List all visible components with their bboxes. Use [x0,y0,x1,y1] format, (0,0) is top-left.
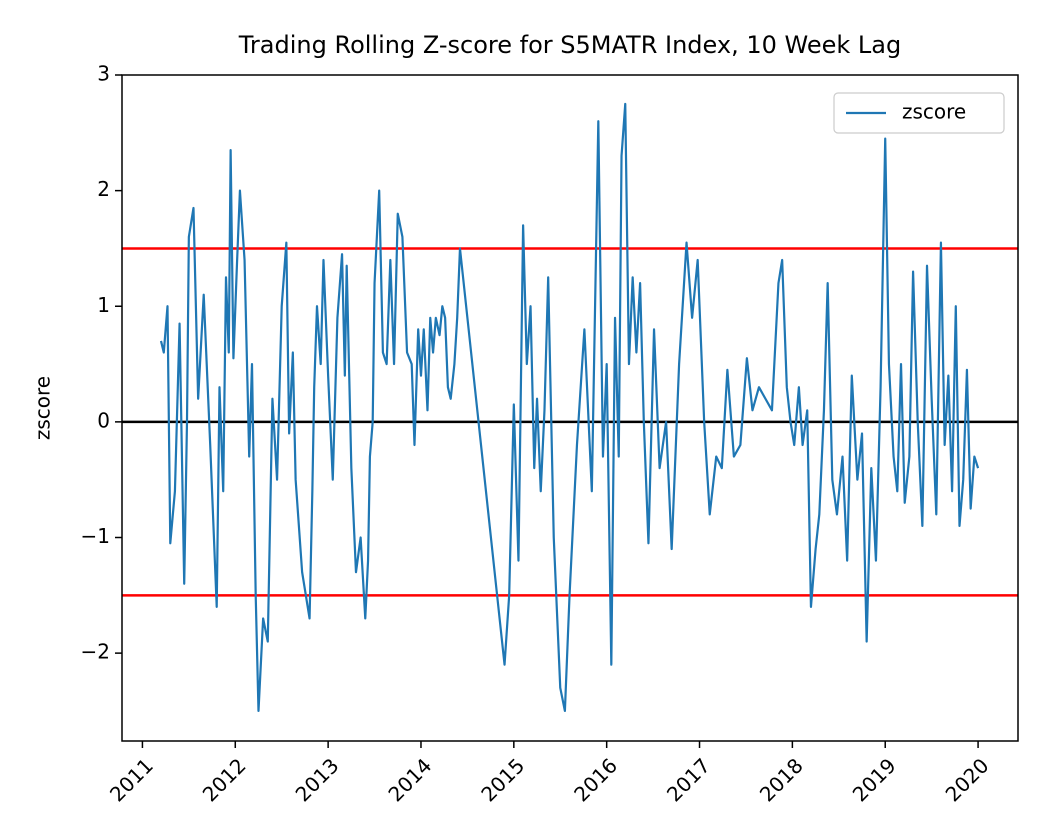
y-tick-label: 3 [97,62,110,86]
plot-frame [121,74,1019,742]
x-tick-label: 2015 [476,753,529,806]
x-tick-label: 2014 [383,753,436,806]
x-tick-label: 2018 [755,753,808,806]
y-tick-label: −2 [81,640,110,664]
x-tick-label: 2013 [291,753,344,806]
y-axis-label: zscore [31,376,55,440]
x-tick-label: 2016 [569,753,622,806]
y-tick-label: 1 [97,293,110,317]
y-tick-label: 0 [97,408,110,432]
x-tick-label: 2019 [848,753,901,806]
x-tick-label: 2011 [105,753,158,806]
data-line [159,102,980,713]
x-tick-label: 2017 [662,753,715,806]
chart-title: Trading Rolling Z-score for S5MATR Index… [238,31,901,59]
x-tick-label: 2020 [941,753,994,806]
legend-label: zscore [902,100,966,124]
y-tick-label: −1 [81,524,110,548]
y-tick-label: 2 [97,177,110,201]
legend-box [833,92,1005,134]
x-tick-label: 2012 [198,753,251,806]
